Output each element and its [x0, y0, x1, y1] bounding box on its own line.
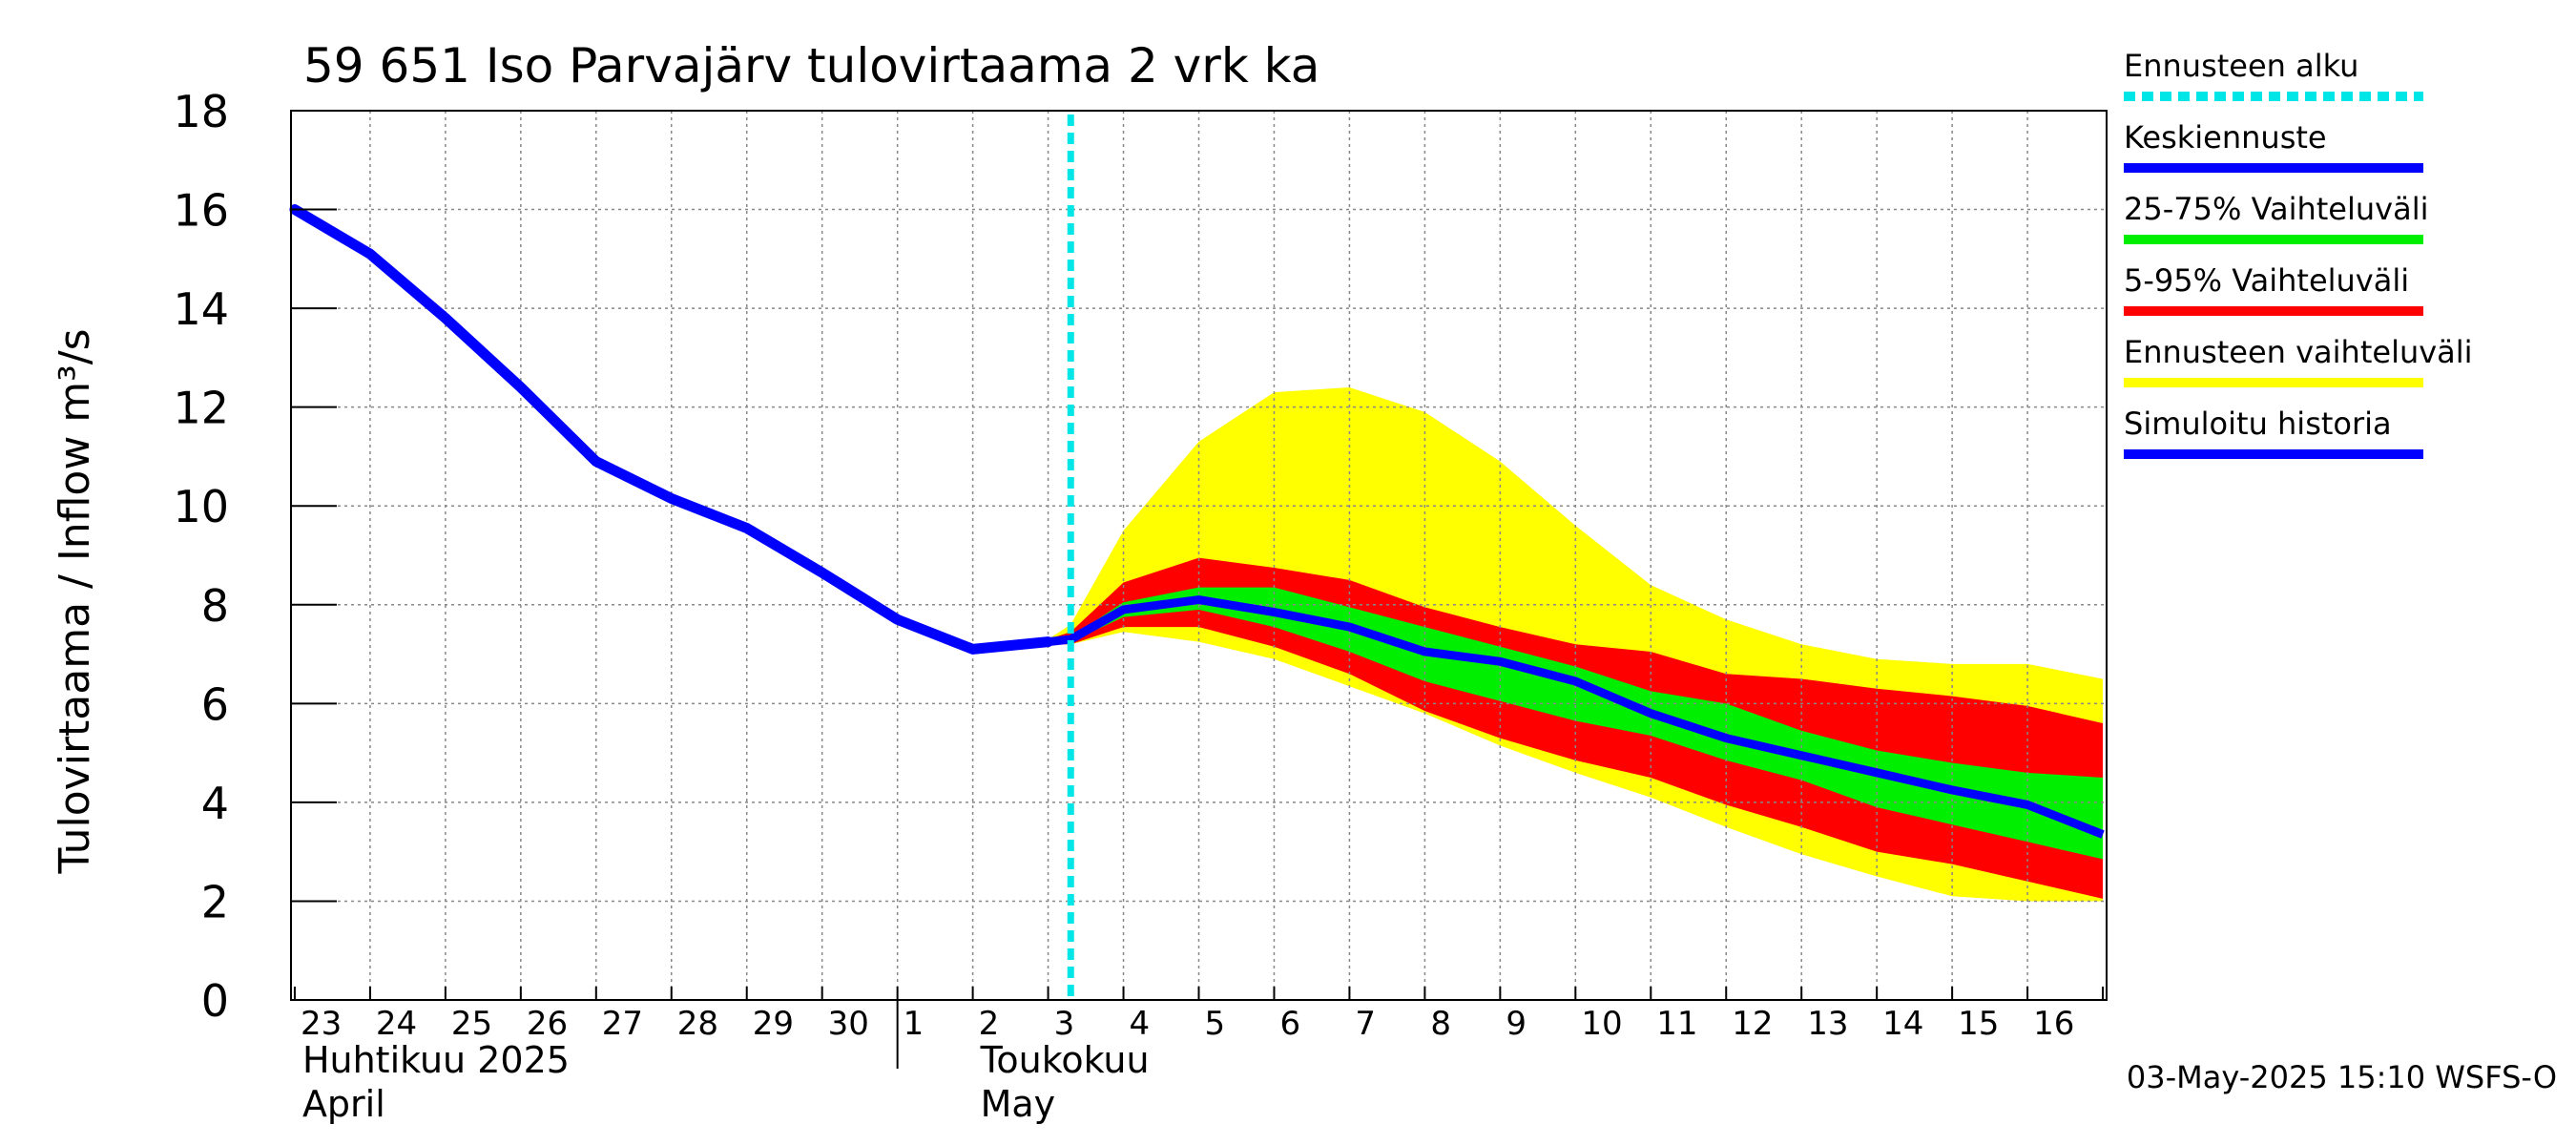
y-tick-label: 4: [201, 778, 229, 829]
y-tick-label: 0: [201, 975, 229, 1027]
band-25-75: [1048, 587, 2104, 860]
month-label-fi: Toukokuu: [980, 1039, 1150, 1081]
y-tick-label: 18: [173, 86, 229, 137]
x-tick-label: 25: [451, 1005, 492, 1043]
simulated-history-line: [289, 204, 1054, 655]
y-tick-label: 8: [201, 580, 229, 632]
x-tick-label: 4: [1130, 1005, 1151, 1043]
y-tick-label: 10: [173, 481, 229, 532]
x-tick-label: 24: [376, 1005, 417, 1043]
forecast-bands: [1048, 386, 2104, 902]
band-5-95: [1048, 557, 2104, 899]
legend-label: 25-75% Vaihteluväli: [2124, 191, 2428, 227]
x-tick-label: 9: [1506, 1005, 1527, 1043]
x-tick-label: 11: [1656, 1005, 1697, 1043]
x-tick-label: 26: [527, 1005, 568, 1043]
x-tick-label: 27: [602, 1005, 643, 1043]
x-tick-label: 10: [1581, 1005, 1622, 1043]
y-tick-label: 14: [173, 283, 229, 335]
x-tick-label: 14: [1882, 1005, 1923, 1043]
x-tick-label: 2: [979, 1005, 1000, 1043]
legend-label: Simuloitu historia: [2124, 406, 2392, 442]
y-tick-label: 6: [201, 678, 229, 730]
x-tick-label: 8: [1430, 1005, 1451, 1043]
legend-label: Keskiennuste: [2124, 119, 2327, 156]
legend-label: 5-95% Vaihteluväli: [2124, 262, 2409, 299]
y-tick-label: 12: [173, 383, 229, 434]
x-tick-label: 29: [753, 1005, 794, 1043]
legend-label: Ennusteen vaihteluväli: [2124, 334, 2473, 370]
x-tick-label: 16: [2033, 1005, 2074, 1043]
y-tick-label: 16: [173, 185, 229, 237]
x-tick-label: 5: [1205, 1005, 1226, 1043]
chart-title: 59 651 Iso Parvajärv tulovirtaama 2 vrk …: [303, 38, 1319, 94]
month-label-fi: Huhtikuu 2025: [302, 1039, 570, 1081]
median-forecast-line: [1048, 595, 2105, 839]
month-label-en: April: [302, 1083, 385, 1125]
x-tick-label: 1: [904, 1005, 924, 1043]
month-label-en: May: [981, 1083, 1056, 1125]
legend: Ennusteen alku Keskiennuste 25-75% Vaihtel…: [2124, 48, 2473, 459]
x-tick-label: 12: [1732, 1005, 1773, 1043]
x-tick-label: 13: [1807, 1005, 1848, 1043]
x-tick-label: 23: [301, 1005, 342, 1043]
x-tick-label: 30: [828, 1005, 869, 1043]
legend-label: Ennusteen alku: [2124, 48, 2358, 84]
x-tick-label: 28: [677, 1005, 718, 1043]
series-lines: [289, 114, 2105, 1000]
x-tick-label: 15: [1958, 1005, 1999, 1043]
x-tick-label: 7: [1355, 1005, 1376, 1043]
x-tick-label: 6: [1279, 1005, 1300, 1043]
footer-timestamp: 03-May-2025 15:10 WSFS-O: [2127, 1059, 2557, 1095]
x-tick-label: 3: [1054, 1005, 1075, 1043]
y-axis-label: Tulovirtaama / Inflow m³/s: [51, 328, 99, 874]
y-tick-label: 2: [201, 876, 229, 927]
